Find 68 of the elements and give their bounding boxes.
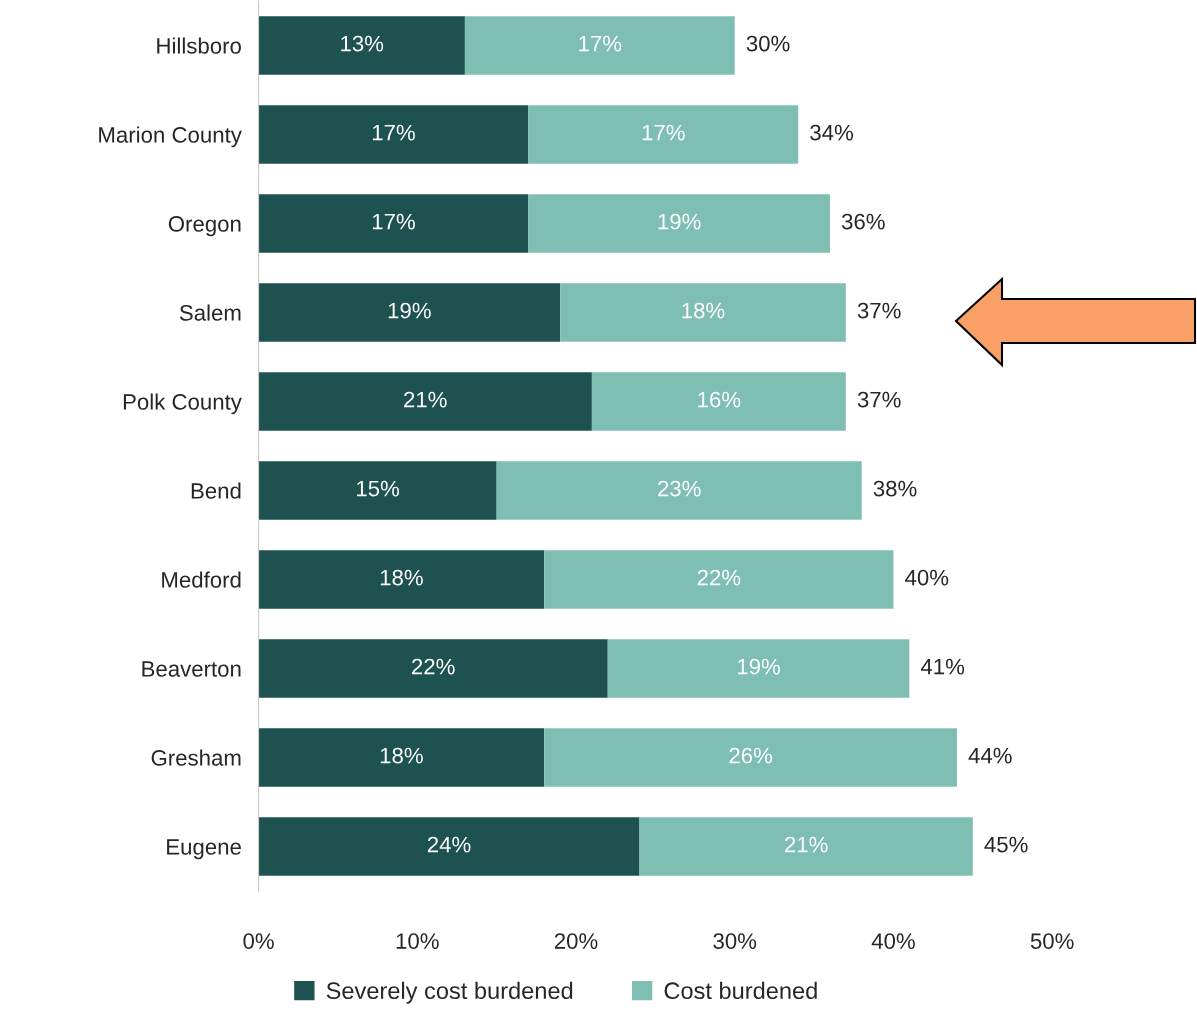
legend-label: Severely cost burdened	[326, 981, 573, 1004]
bar	[258, 194, 529, 253]
bar	[258, 461, 497, 520]
y-tick-label: Eugene	[167, 839, 241, 860]
bar	[258, 16, 465, 75]
bar	[258, 550, 545, 609]
bar	[258, 639, 608, 698]
data-label: 13%	[341, 35, 384, 52]
bar	[639, 817, 973, 876]
bar	[258, 283, 561, 342]
data-label: 19%	[658, 213, 701, 230]
bar	[258, 105, 529, 164]
bar	[607, 639, 910, 698]
bar	[528, 105, 799, 164]
y-tick-label: Oregon	[168, 216, 241, 237]
bar	[496, 461, 862, 520]
data-label: 21%	[404, 391, 447, 408]
data-label: 23%	[658, 480, 701, 497]
y-tick-label: Bend	[191, 482, 241, 499]
x-tick-label: 40%	[871, 933, 915, 949]
y-tick-label: Salem	[179, 304, 241, 321]
data-label: 18%	[682, 302, 725, 319]
x-tick-label: 30%	[713, 933, 757, 949]
data-label: 26%	[729, 747, 773, 764]
y-tick-label: Gresham	[151, 749, 241, 766]
x-tick-label: 20%	[554, 933, 598, 949]
total-label: 40%	[905, 569, 949, 586]
bar	[258, 817, 640, 876]
data-label: 15%	[357, 480, 400, 497]
total-label: 37%	[857, 302, 901, 319]
x-tick-label: 10%	[396, 933, 439, 949]
y-tick-label: Hillsboro	[157, 37, 241, 54]
bar	[544, 550, 894, 609]
y-tick-label: Marion County	[99, 126, 242, 148]
data-label: 22%	[697, 569, 741, 586]
data-label: 22%	[412, 658, 455, 675]
data-label: 17%	[372, 213, 415, 230]
data-label: 17%	[579, 35, 622, 52]
legend-label: Cost burdened	[664, 981, 817, 1000]
total-label: 30%	[746, 35, 790, 52]
data-label: 19%	[388, 302, 431, 319]
bar	[528, 194, 830, 253]
y-tick-label: Polk County	[123, 393, 242, 415]
data-label: 18%	[380, 747, 423, 764]
bar	[258, 372, 592, 431]
bar	[560, 283, 846, 342]
bar	[258, 728, 545, 787]
total-label: 37%	[857, 391, 901, 408]
y-tick-label: Medford	[162, 571, 241, 588]
data-label: 21%	[785, 836, 828, 853]
total-label: 38%	[873, 480, 917, 497]
data-label: 18%	[380, 569, 423, 586]
data-label: 17%	[642, 124, 685, 141]
data-label: 17%	[372, 124, 415, 141]
total-label: 36%	[841, 213, 885, 230]
total-label: 34%	[810, 124, 853, 141]
bar	[591, 372, 846, 431]
data-label: 16%	[698, 391, 741, 408]
bar	[544, 728, 957, 787]
total-label: 44%	[968, 747, 1012, 764]
y-tick-label: Beaverton	[142, 661, 241, 677]
x-tick-label: 50%	[1030, 933, 1074, 949]
total-label: 41%	[920, 658, 965, 675]
bar	[464, 16, 735, 75]
data-label: 19%	[737, 658, 780, 675]
total-label: 45%	[984, 836, 1028, 853]
x-tick-label: 0%	[243, 933, 274, 949]
data-label: 24%	[427, 836, 471, 853]
